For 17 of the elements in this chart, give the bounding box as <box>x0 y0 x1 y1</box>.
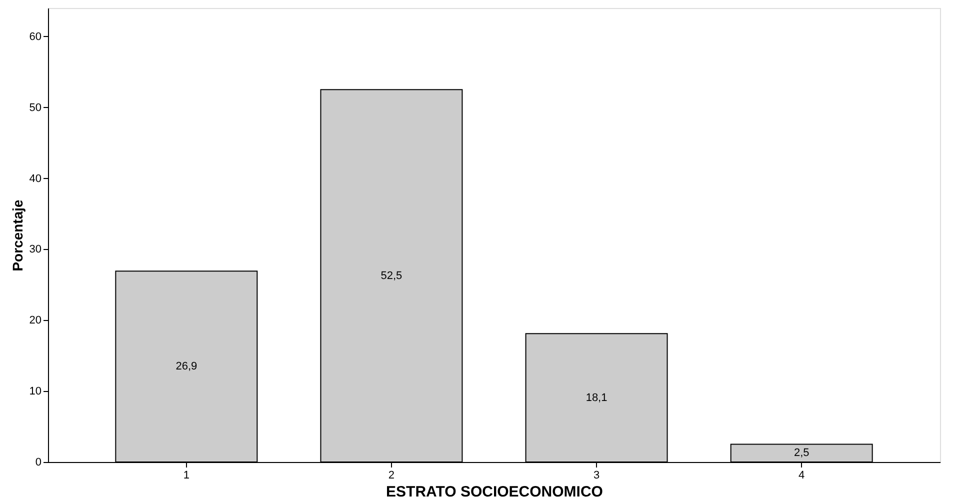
data-label: 18,1 <box>586 392 608 404</box>
y-tick-label: 40 <box>29 172 42 185</box>
data-label: 26,9 <box>176 360 198 373</box>
y-tick-label: 10 <box>29 386 42 398</box>
y-axis-title: Porcentaje <box>9 199 26 272</box>
x-tick-label: 2 <box>388 470 395 482</box>
data-label: 52,5 <box>380 270 402 282</box>
x-tick-label: 1 <box>183 470 190 482</box>
y-tick-label: 0 <box>35 456 42 468</box>
x-tick-label: 4 <box>798 470 805 482</box>
data-label: 2,5 <box>794 447 810 460</box>
y-tick-label: 30 <box>29 244 42 256</box>
y-tick-label: 20 <box>29 314 42 327</box>
y-tick-label: 50 <box>29 102 42 114</box>
y-tick-label: 60 <box>29 30 42 43</box>
x-tick-label: 3 <box>593 470 600 482</box>
x-axis-title: ESTRATO SOCIOECONOMICO <box>386 484 604 500</box>
